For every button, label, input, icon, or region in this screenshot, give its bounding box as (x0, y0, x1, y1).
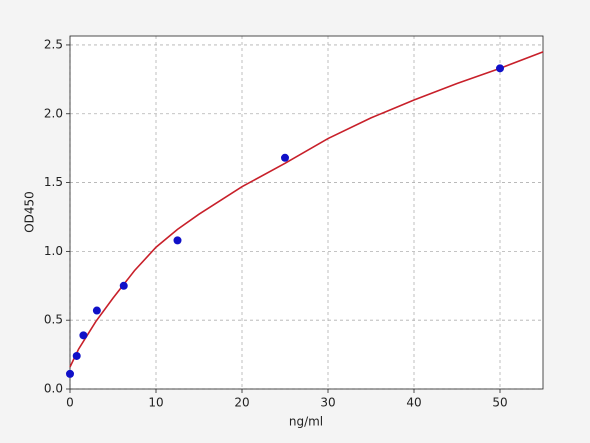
y-tick-label: 1.0 (44, 244, 63, 258)
y-tick-label: 0.5 (44, 313, 63, 327)
y-axis-label: OD450 (23, 191, 37, 233)
x-tick-label: 30 (320, 396, 335, 410)
data-point (173, 236, 182, 245)
data-point (281, 153, 289, 162)
data-point (66, 369, 74, 378)
x-tick-label: 20 (234, 396, 249, 410)
x-tick-label: 0 (66, 396, 74, 410)
x-axis-label: ng/ml (289, 415, 323, 429)
y-tick-label: 2.5 (44, 37, 63, 51)
x-tick-label: 40 (406, 396, 421, 410)
data-point (92, 306, 101, 315)
data-point (496, 64, 504, 73)
y-tick-label: 2.0 (44, 106, 63, 120)
fit-curve (69, 51, 544, 368)
x-tick-label: 10 (148, 396, 163, 410)
plot-area (70, 36, 543, 389)
data-point (119, 281, 128, 290)
x-tick-label: 50 (492, 396, 507, 410)
y-tick-label: 1.5 (44, 175, 63, 189)
data-point (79, 331, 88, 340)
plot-frame (69, 35, 544, 390)
y-tick-label: 0.0 (44, 382, 63, 396)
data-point (72, 351, 81, 360)
